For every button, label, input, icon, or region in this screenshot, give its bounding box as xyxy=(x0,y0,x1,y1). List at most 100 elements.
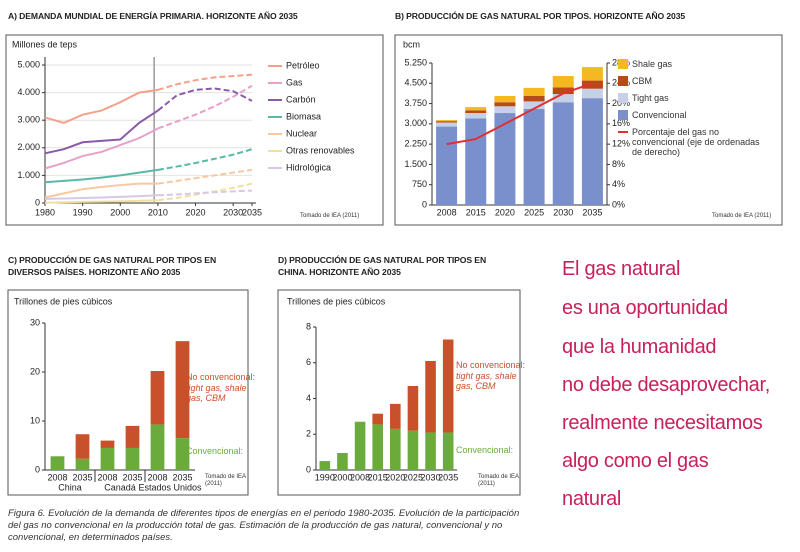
bar-segment xyxy=(100,447,115,470)
bar-segment xyxy=(552,94,574,103)
bar-segment xyxy=(150,424,165,470)
legend-label: Otras renovables xyxy=(286,145,355,155)
bar-segment xyxy=(436,126,458,205)
bar-segment xyxy=(465,107,487,111)
y-tick-label: 4.000 xyxy=(17,87,40,97)
group-label: Estados Unidos xyxy=(138,482,202,492)
bar-segment xyxy=(523,87,545,96)
y-tick-label: 1.500 xyxy=(404,159,427,169)
bar-segment xyxy=(75,434,90,459)
y-tick-label: 1.000 xyxy=(17,170,40,180)
x-tick-label: 2030 xyxy=(421,472,441,482)
y-tick-label: 20 xyxy=(30,366,40,376)
legend-label: Gas xyxy=(286,77,303,87)
y-tick-label: 12% xyxy=(612,139,630,149)
y-tick-label: 6 xyxy=(306,357,311,367)
legend-label: Shale gas xyxy=(632,59,673,69)
x-tick-label: 2035 xyxy=(72,472,92,482)
source-note: Tomado de IEA (2011) xyxy=(478,474,519,487)
y-tick-label: 2.250 xyxy=(404,139,427,149)
bar-segment xyxy=(337,453,348,470)
source-note: Tomado de IEA (2011) xyxy=(712,213,772,219)
x-tick-label: 2008 xyxy=(147,472,167,482)
bar-segment xyxy=(581,88,603,99)
x-tick-label: 2035 xyxy=(172,472,192,482)
quote-line: es una oportunidad xyxy=(562,297,728,319)
group-label: China xyxy=(58,482,82,492)
y-tick-label: 0 xyxy=(306,464,311,474)
series-line xyxy=(157,168,253,185)
bar-segment xyxy=(581,80,603,89)
x-tick-label: 1990 xyxy=(315,472,335,482)
y-axis-label: bcm xyxy=(403,39,420,49)
y-tick-label: 0% xyxy=(612,199,625,209)
y-tick-label: 16% xyxy=(612,118,630,128)
caption: Figura 6. Evolución de la demanda de dif… xyxy=(8,508,520,543)
x-tick-label: 2010 xyxy=(148,207,168,217)
group-label: Canadá xyxy=(104,482,136,492)
bar-segment xyxy=(425,360,436,433)
annotation: tight gas, shale gas, CBM xyxy=(186,383,247,403)
x-tick-label: 2008 xyxy=(437,207,457,217)
x-tick-label: 2020 xyxy=(186,207,206,217)
bar-segment xyxy=(523,108,545,205)
x-tick-label: 2025 xyxy=(524,207,544,217)
x-tick-label: 2015 xyxy=(368,472,388,482)
legend-label: Biomasa xyxy=(286,111,321,121)
y-tick-label: 5.250 xyxy=(404,57,427,67)
series-line xyxy=(157,73,253,91)
x-tick-label: 2030 xyxy=(553,207,573,217)
y-tick-label: 4.500 xyxy=(404,78,427,88)
legend-swatch xyxy=(618,59,628,69)
y-tick-label: 3.000 xyxy=(17,115,40,125)
bar-segment xyxy=(552,75,574,88)
y-tick-label: 0 xyxy=(35,464,40,474)
legend-label: No convencional: xyxy=(186,372,256,382)
x-tick-label: 2035 xyxy=(438,472,458,482)
y-tick-label: 30 xyxy=(30,317,40,327)
quote-line: realmente necesitamos xyxy=(562,412,763,434)
legend-label: Porcentaje del gas no convencional (eje … xyxy=(632,127,760,157)
series-line xyxy=(44,182,158,199)
legend-label: Tight gas xyxy=(632,93,669,103)
bar-segment xyxy=(494,113,516,205)
bar-segment xyxy=(390,428,401,470)
legend-label: Hidrológica xyxy=(286,162,331,172)
x-tick-label: 1980 xyxy=(35,207,55,217)
x-tick-label: 2008 xyxy=(47,472,67,482)
bar-segment xyxy=(354,421,366,470)
x-tick-label: 2000 xyxy=(110,207,130,217)
y-tick-label: 5.000 xyxy=(17,59,40,69)
quote-line: natural xyxy=(562,488,622,510)
y-tick-label: 4% xyxy=(612,179,625,189)
chart-title: B) PRODUCCIÓN DE GAS NATURAL POR TIPOS. … xyxy=(395,11,686,21)
legend-label: CBM xyxy=(632,76,652,86)
legend-swatch xyxy=(618,110,628,120)
series-line xyxy=(44,194,158,200)
y-tick-label: 2.000 xyxy=(17,142,40,152)
x-tick-label: 2035 xyxy=(122,472,142,482)
bar-segment xyxy=(552,87,574,95)
legend-label: Petróleo xyxy=(286,60,320,70)
x-tick-label: 2008 xyxy=(350,472,370,482)
panel-frame xyxy=(5,34,384,226)
bar-segment xyxy=(581,98,603,205)
series-line xyxy=(157,84,253,130)
chart-title: A) DEMANDA MUNDIAL DE ENERGÍA PRIMARIA. … xyxy=(8,11,298,21)
quote-line: algo como el gas xyxy=(562,450,709,472)
bar-segment xyxy=(465,110,487,114)
bar-segment xyxy=(150,371,165,425)
x-tick-label: 2020 xyxy=(385,472,405,482)
series-line xyxy=(44,127,159,170)
chart-title: C) PRODUCCIÓN DE GAS NATURAL POR TIPOS E… xyxy=(8,255,217,277)
x-tick-label: 1990 xyxy=(73,207,93,217)
bar-segment xyxy=(125,447,140,470)
series-line xyxy=(157,189,253,197)
bar-segment xyxy=(372,413,383,425)
bar-segment xyxy=(407,430,419,470)
bar-segment xyxy=(319,461,331,470)
x-tick-label: 2015 xyxy=(466,207,486,217)
legend-label: Convencional: xyxy=(456,445,514,455)
bar-segment xyxy=(390,403,401,429)
